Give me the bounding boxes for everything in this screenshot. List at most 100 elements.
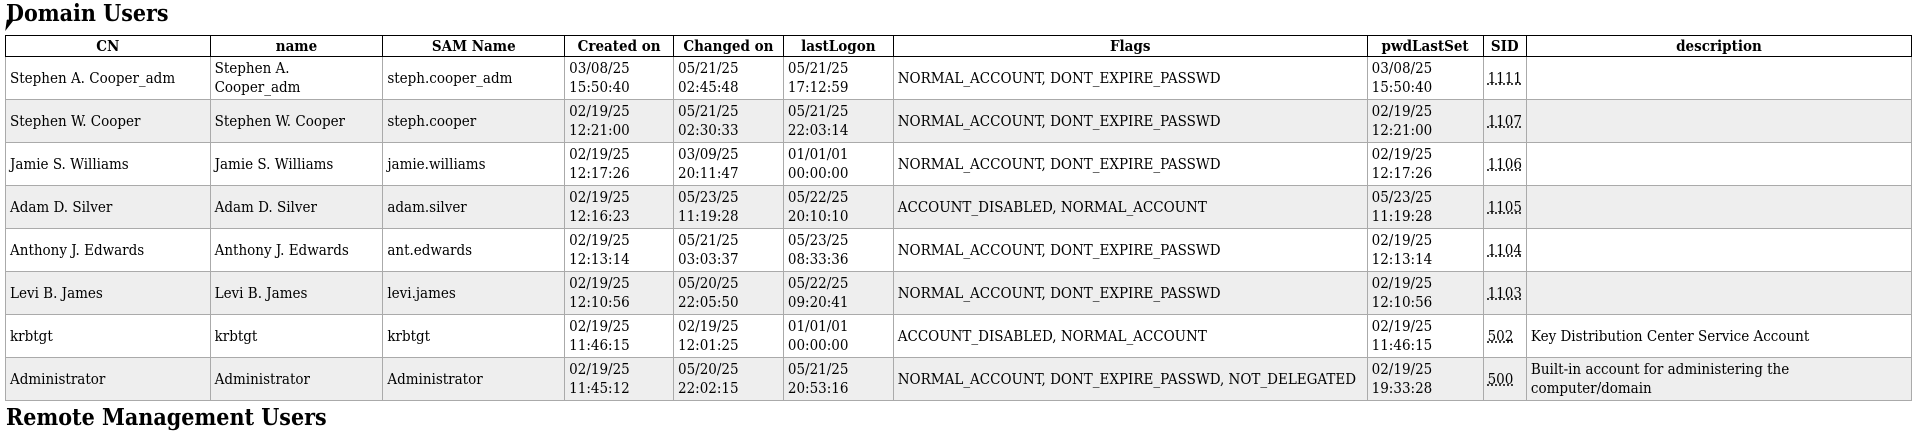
created-date: 02/19/25 bbox=[569, 274, 630, 292]
cell-changed-on: 03/09/25 20:11:47 bbox=[673, 142, 784, 186]
cell-created-on: 02/19/25 11:45:12 bbox=[564, 357, 674, 401]
sid-link[interactable]: 1106 bbox=[1487, 154, 1522, 173]
cell-created-on: 02/19/25 12:10:56 bbox=[564, 271, 674, 315]
cell-sam-name: levi.james bbox=[382, 271, 566, 315]
cell-pwd-last-set: 03/08/25 15:50:40 bbox=[1366, 56, 1484, 100]
pwdlastset-time: 12:17:26 bbox=[1371, 164, 1433, 182]
cell-changed-on: 02/19/25 12:01:25 bbox=[673, 314, 784, 358]
cell-description bbox=[1525, 228, 1913, 272]
pwdlastset-date: 02/19/25 bbox=[1371, 360, 1433, 378]
changed-time: 03:03:37 bbox=[678, 250, 739, 268]
changed-date: 02/19/25 bbox=[678, 317, 739, 335]
sid-link[interactable]: 500 bbox=[1487, 369, 1514, 388]
cell-flags: NORMAL_ACCOUNT, DONT_EXPIRE_PASSWD bbox=[892, 99, 1368, 143]
lastlogon-time: 00:00:00 bbox=[787, 336, 849, 354]
cell-sid: 1105 bbox=[1482, 185, 1527, 229]
changed-date: 05/20/25 bbox=[678, 360, 739, 378]
sid-link[interactable]: 502 bbox=[1487, 326, 1514, 345]
cell-created-on: 02/19/25 12:21:00 bbox=[564, 99, 674, 143]
cell-description bbox=[1525, 142, 1913, 186]
changed-time: 22:05:50 bbox=[678, 293, 739, 311]
cell-name: Levi B. James bbox=[209, 271, 384, 315]
lastlogon-date: 01/01/01 bbox=[787, 317, 849, 335]
cell-sam-name: Administrator bbox=[382, 357, 566, 401]
cell-description: Built-in account for administering the c… bbox=[1525, 357, 1913, 401]
cell-cn: Administrator bbox=[5, 357, 211, 401]
cell-sam-name: steph.cooper bbox=[382, 99, 566, 143]
sid-link[interactable]: 1107 bbox=[1487, 111, 1522, 130]
column-header-changed-on: Changed on bbox=[673, 35, 784, 57]
pwdlastset-date: 02/19/25 bbox=[1371, 317, 1433, 335]
created-date: 02/19/25 bbox=[569, 317, 630, 335]
pwdlastset-time: 12:21:00 bbox=[1371, 121, 1433, 139]
cell-created-on: 02/19/25 12:13:14 bbox=[564, 228, 674, 272]
created-time: 11:46:15 bbox=[569, 336, 630, 354]
cell-pwd-last-set: 02/19/25 11:46:15 bbox=[1366, 314, 1484, 358]
cell-flags: NORMAL_ACCOUNT, DONT_EXPIRE_PASSWD bbox=[892, 228, 1368, 272]
column-header-flags: Flags bbox=[892, 35, 1368, 57]
table-row: Stephen A. Cooper_adm Stephen A. Cooper_a… bbox=[5, 56, 1913, 100]
cell-name: Stephen W. Cooper bbox=[209, 99, 384, 143]
sid-link[interactable]: 1103 bbox=[1487, 283, 1522, 302]
cell-name: krbtgt bbox=[209, 314, 384, 358]
pwdlastset-time: 11:19:28 bbox=[1371, 207, 1433, 225]
column-header-pwd-last-set: pwdLastSet bbox=[1366, 35, 1484, 57]
created-date: 02/19/25 bbox=[569, 188, 630, 206]
changed-date: 05/21/25 bbox=[678, 102, 739, 120]
cell-cn: krbtgt bbox=[5, 314, 211, 358]
mouse-cursor-icon bbox=[5, 20, 14, 31]
cell-changed-on: 05/21/25 02:45:48 bbox=[673, 56, 784, 100]
created-time: 12:10:56 bbox=[569, 293, 630, 311]
pwdlastset-time: 15:50:40 bbox=[1371, 78, 1433, 96]
cell-name: Adam D. Silver bbox=[209, 185, 384, 229]
cell-description: Key Distribution Center Service Account bbox=[1525, 314, 1913, 358]
table-row: Adam D. Silver Adam D. Silver adam.silver 0… bbox=[5, 185, 1913, 229]
cell-last-logon: 05/22/25 20:10:10 bbox=[782, 185, 894, 229]
cell-pwd-last-set: 02/19/25 12:13:14 bbox=[1366, 228, 1484, 272]
changed-time: 02:45:48 bbox=[678, 78, 739, 96]
column-header-sid: SID bbox=[1482, 35, 1527, 57]
cell-description bbox=[1525, 56, 1913, 100]
cell-changed-on: 05/20/25 22:05:50 bbox=[673, 271, 784, 315]
lastlogon-time: 17:12:59 bbox=[787, 78, 849, 96]
changed-time: 11:19:28 bbox=[678, 207, 739, 225]
pwdlastset-time: 12:13:14 bbox=[1371, 250, 1433, 268]
cell-sam-name: steph.cooper_adm bbox=[382, 56, 566, 100]
cell-cn: Jamie S. Williams bbox=[5, 142, 211, 186]
cell-sam-name: ant.edwards bbox=[382, 228, 566, 272]
sid-link[interactable]: 1111 bbox=[1487, 68, 1522, 87]
table-row: krbtgt krbtgt krbtgt 02/19/25 11:46:15 02/19/… bbox=[5, 314, 1913, 358]
created-date: 02/19/25 bbox=[569, 360, 630, 378]
created-date: 03/08/25 bbox=[569, 59, 630, 77]
lastlogon-time: 00:00:00 bbox=[787, 164, 849, 182]
pwdlastset-date: 02/19/25 bbox=[1371, 145, 1433, 163]
cell-cn: Anthony J. Edwards bbox=[5, 228, 211, 272]
lastlogon-time: 20:10:10 bbox=[787, 207, 849, 225]
cell-sid: 1104 bbox=[1482, 228, 1527, 272]
pwdlastset-date: 02/19/25 bbox=[1371, 102, 1433, 120]
cell-description bbox=[1525, 271, 1913, 315]
cell-cn: Adam D. Silver bbox=[5, 185, 211, 229]
column-header-sam-name: SAM Name bbox=[382, 35, 566, 57]
sid-link[interactable]: 1104 bbox=[1487, 240, 1522, 259]
lastlogon-date: 01/01/01 bbox=[787, 145, 849, 163]
pwdlastset-date: 02/19/25 bbox=[1371, 231, 1433, 249]
cell-last-logon: 05/22/25 09:20:41 bbox=[782, 271, 894, 315]
lastlogon-date: 05/21/25 bbox=[787, 102, 849, 120]
changed-time: 22:02:15 bbox=[678, 379, 739, 397]
header-row: CN name SAM Name Created on Changed on l… bbox=[5, 35, 1913, 57]
cell-last-logon: 01/01/01 00:00:00 bbox=[782, 314, 894, 358]
lastlogon-date: 05/21/25 bbox=[787, 360, 849, 378]
sid-link[interactable]: 1105 bbox=[1487, 197, 1522, 216]
created-time: 11:45:12 bbox=[569, 379, 630, 397]
cell-changed-on: 05/21/25 02:30:33 bbox=[673, 99, 784, 143]
lastlogon-time: 08:33:36 bbox=[787, 250, 849, 268]
column-header-last-logon: lastLogon bbox=[782, 35, 894, 57]
pwdlastset-time: 11:46:15 bbox=[1371, 336, 1433, 354]
column-header-cn: CN bbox=[5, 35, 211, 57]
cell-name: Anthony J. Edwards bbox=[209, 228, 384, 272]
changed-date: 05/23/25 bbox=[678, 188, 739, 206]
table-row: Levi B. James Levi B. James levi.james 02/1… bbox=[5, 271, 1913, 315]
cell-last-logon: 01/01/01 00:00:00 bbox=[782, 142, 894, 186]
cell-changed-on: 05/21/25 03:03:37 bbox=[673, 228, 784, 272]
